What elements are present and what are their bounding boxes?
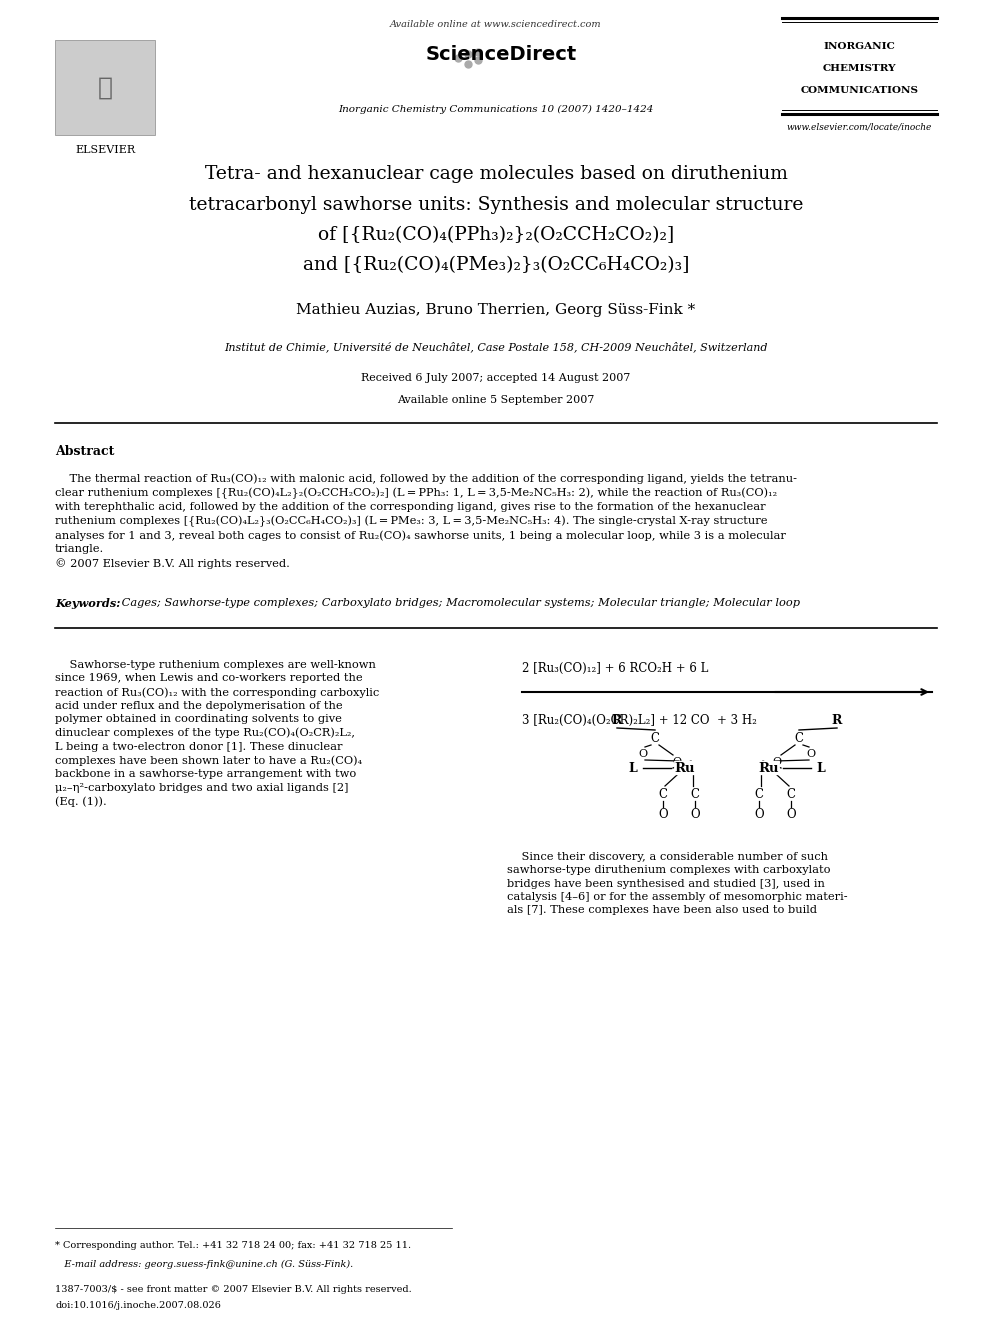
- Text: Abstract: Abstract: [55, 445, 114, 458]
- Text: 1387-7003/$ - see front matter © 2007 Elsevier B.V. All rights reserved.: 1387-7003/$ - see front matter © 2007 El…: [55, 1285, 412, 1294]
- Text: INORGANIC: INORGANIC: [823, 42, 896, 52]
- Text: C: C: [787, 787, 796, 800]
- Text: CHEMISTRY: CHEMISTRY: [822, 64, 896, 73]
- Text: www.elsevier.com/locate/inoche: www.elsevier.com/locate/inoche: [787, 122, 932, 131]
- Text: Sawhorse-type ruthenium complexes are well-known
since 1969, when Lewis and co-w: Sawhorse-type ruthenium complexes are we…: [55, 660, 379, 807]
- Text: Received 6 July 2007; accepted 14 August 2007: Received 6 July 2007; accepted 14 August…: [361, 373, 631, 382]
- Text: O: O: [658, 807, 668, 820]
- FancyBboxPatch shape: [55, 40, 155, 135]
- Text: 3 [Ru₂(CO)₄(O₂CR)₂L₂] + 12 CO  + 3 H₂: 3 [Ru₂(CO)₄(O₂CR)₂L₂] + 12 CO + 3 H₂: [522, 714, 757, 728]
- Text: Inorganic Chemistry Communications 10 (2007) 1420–1424: Inorganic Chemistry Communications 10 (2…: [338, 105, 654, 114]
- Text: O: O: [773, 757, 782, 767]
- Text: The thermal reaction of Ru₃(CO)₁₂ with malonic acid, followed by the addition of: The thermal reaction of Ru₃(CO)₁₂ with m…: [55, 474, 797, 569]
- Text: L: L: [816, 762, 825, 774]
- Text: L: L: [629, 762, 638, 774]
- Text: Tetra- and hexanuclear cage molecules based on diruthenium: Tetra- and hexanuclear cage molecules ba…: [204, 165, 788, 183]
- Text: Cages; Sawhorse-type complexes; Carboxylato bridges; Macromolecular systems; Mol: Cages; Sawhorse-type complexes; Carboxyl…: [118, 598, 800, 609]
- Text: Available online 5 September 2007: Available online 5 September 2007: [398, 396, 594, 405]
- Text: tetracarbonyl sawhorse units: Synthesis and molecular structure: tetracarbonyl sawhorse units: Synthesis …: [188, 196, 804, 213]
- Text: Mathieu Auzias, Bruno Therrien, Georg Süss-Fink *: Mathieu Auzias, Bruno Therrien, Georg Sü…: [297, 303, 695, 318]
- Text: Keywords:: Keywords:: [55, 598, 120, 609]
- Text: Ru: Ru: [675, 762, 695, 774]
- Text: C: C: [795, 732, 804, 745]
- Text: * Corresponding author. Tel.: +41 32 718 24 00; fax: +41 32 718 25 11.: * Corresponding author. Tel.: +41 32 718…: [55, 1241, 411, 1250]
- Text: C: C: [755, 787, 764, 800]
- Text: R: R: [832, 713, 842, 726]
- Text: O: O: [806, 749, 815, 759]
- Text: O: O: [754, 807, 764, 820]
- Text: C: C: [651, 732, 660, 745]
- Text: and [{Ru₂(CO)₄(PMe₃)₂}₃(O₂CC₆H₄CO₂)₃]: and [{Ru₂(CO)₄(PMe₃)₂}₃(O₂CC₆H₄CO₂)₃]: [303, 257, 689, 274]
- Text: O: O: [787, 807, 796, 820]
- Text: ScienceDirect: ScienceDirect: [426, 45, 576, 64]
- Text: C: C: [690, 787, 699, 800]
- Text: ELSEVIER: ELSEVIER: [75, 146, 135, 155]
- Text: O: O: [673, 757, 682, 767]
- Text: COMMUNICATIONS: COMMUNICATIONS: [801, 86, 919, 95]
- Text: Institut de Chimie, Université de Neuchâtel, Case Postale 158, CH-2009 Neuchâtel: Institut de Chimie, Université de Neuchâ…: [224, 341, 768, 352]
- Text: E-mail address: georg.suess-fink@unine.ch (G. Süss-Fink).: E-mail address: georg.suess-fink@unine.c…: [55, 1259, 353, 1269]
- Text: Available online at www.sciencedirect.com: Available online at www.sciencedirect.co…: [390, 20, 602, 29]
- Text: C: C: [659, 787, 668, 800]
- Text: 2 [Ru₃(CO)₁₂] + 6 RCO₂H + 6 L: 2 [Ru₃(CO)₁₂] + 6 RCO₂H + 6 L: [522, 662, 708, 675]
- Text: O: O: [639, 749, 648, 759]
- Text: O: O: [690, 807, 699, 820]
- Text: Ru: Ru: [759, 762, 780, 774]
- Text: R: R: [612, 713, 622, 726]
- Text: doi:10.1016/j.inoche.2007.08.026: doi:10.1016/j.inoche.2007.08.026: [55, 1301, 221, 1310]
- Text: of [{Ru₂(CO)₄(PPh₃)₂}₂(O₂CCH₂CO₂)₂]: of [{Ru₂(CO)₄(PPh₃)₂}₂(O₂CCH₂CO₂)₂]: [317, 226, 675, 243]
- Text: Since their discovery, a considerable number of such
sawhorse-type diruthenium c: Since their discovery, a considerable nu…: [507, 852, 847, 916]
- Text: 🌿: 🌿: [97, 75, 112, 101]
